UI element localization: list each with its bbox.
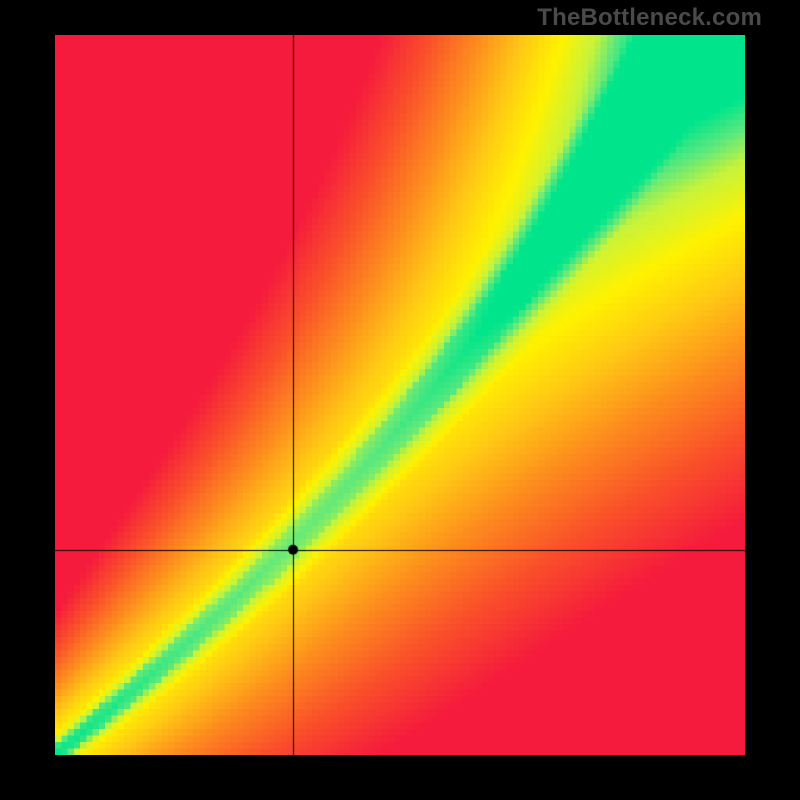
watermark-text: TheBottleneck.com bbox=[537, 4, 762, 32]
crosshair-overlay bbox=[55, 35, 745, 755]
chart-container: TheBottleneck.com bbox=[0, 0, 800, 800]
